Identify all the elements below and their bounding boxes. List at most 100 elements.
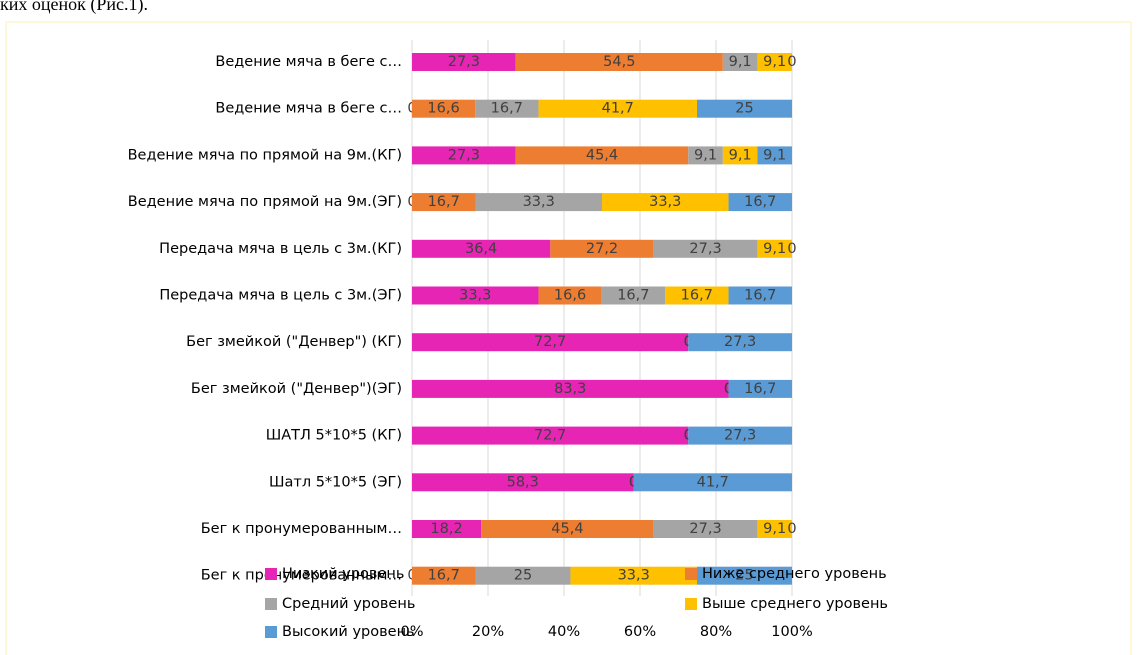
data-label: 54,5	[603, 54, 635, 70]
bar-segment	[538, 99, 697, 118]
data-label: 45,4	[586, 147, 618, 163]
bar-segment	[515, 146, 689, 165]
bar-segment	[757, 520, 792, 538]
legend-label: Ниже среднего уровень	[702, 566, 887, 582]
data-label: 58,3	[507, 474, 539, 490]
legend-swatch	[265, 568, 277, 580]
data-label: 16,7	[744, 381, 776, 397]
y-tick-label: Шатл 5*10*5 (ЭГ)	[269, 474, 402, 490]
bar-segment	[412, 53, 516, 71]
data-label: 41,7	[602, 101, 634, 117]
bar-segment	[757, 53, 792, 71]
data-label: 9,1	[763, 521, 786, 537]
bar-segment	[665, 286, 729, 305]
bar-segment	[757, 239, 792, 258]
data-label: 27,3	[724, 334, 756, 350]
legend-swatch	[685, 568, 697, 580]
legend-label: Низкий уровень	[282, 566, 404, 582]
data-label: 27,3	[689, 241, 721, 257]
legend-label: Выше среднего уровень	[702, 596, 888, 612]
data-label: 9,1	[729, 147, 752, 163]
data-label: 16,7	[428, 194, 460, 210]
bar-segment	[653, 520, 758, 538]
data-label: 9,1	[694, 147, 717, 163]
x-tick-label: 80%	[700, 624, 732, 640]
data-label: 9,1	[763, 147, 786, 163]
data-label: 33,3	[523, 194, 555, 210]
bar-segment	[722, 53, 758, 71]
bar-segment	[475, 193, 602, 212]
data-label: 72,7	[534, 334, 566, 350]
y-tick-label: Ведение мяча по прямой на 9м.(ЭГ)	[128, 194, 402, 210]
bar-segment	[602, 193, 729, 212]
bar-segment	[722, 146, 758, 165]
data-label: 16,7	[744, 194, 776, 210]
data-label: 33,3	[618, 568, 650, 584]
data-label: 25	[514, 568, 532, 584]
data-label: 0	[787, 521, 796, 537]
bar-segment	[412, 426, 689, 445]
bar-segment	[757, 146, 792, 165]
data-label: 27,3	[448, 147, 480, 163]
bar-segment	[475, 99, 539, 118]
bar-segment	[412, 473, 634, 492]
bar-segment	[633, 473, 792, 492]
data-label: 16,6	[554, 288, 586, 304]
bar-segment	[728, 379, 792, 398]
bar-segment	[728, 286, 792, 305]
data-label: 83,3	[554, 381, 586, 397]
data-label: 25	[735, 568, 753, 584]
data-label: 72,7	[534, 428, 566, 444]
legend-swatch	[265, 598, 277, 610]
data-label: 0	[787, 54, 796, 70]
bar-segment	[688, 426, 792, 445]
data-label: 16,7	[491, 101, 523, 117]
bar-segment	[688, 146, 723, 165]
bar-segment	[550, 239, 654, 258]
bar-segment	[412, 146, 516, 165]
bar-segment	[412, 379, 729, 398]
header-text: ких оценок (Рис.1).	[0, 0, 148, 15]
legend-swatch	[265, 626, 277, 638]
bar-segment	[653, 239, 758, 258]
bar-segment	[412, 99, 476, 118]
y-tick-label: Передача мяча в цель с 3м.(КГ)	[159, 241, 402, 257]
x-tick-label: 40%	[548, 624, 580, 640]
x-tick-label: 60%	[624, 624, 656, 640]
data-label: 0	[787, 241, 796, 257]
x-tick-label: 20%	[472, 624, 504, 640]
y-tick-label: ШАТЛ 5*10*5 (КГ)	[266, 428, 402, 444]
y-tick-label: Бег змейкой ("Денвер") (КГ)	[186, 334, 402, 350]
y-tick-label: Передача мяча в цель с 3м.(ЭГ)	[159, 288, 402, 304]
bar-segment	[688, 333, 792, 352]
bar-segment	[412, 286, 539, 305]
bar-segment	[481, 520, 654, 538]
data-label: 16,6	[427, 101, 459, 117]
data-label: 36,4	[465, 241, 497, 257]
x-tick-label: 0%	[400, 624, 423, 640]
data-label: 16,7	[681, 288, 713, 304]
y-tick-label: Ведение мяча по прямой на 9м.(КГ)	[128, 147, 402, 163]
bar-segment	[601, 286, 666, 305]
bar-segment	[412, 193, 476, 212]
bar-segment	[538, 286, 602, 305]
legend-label: Высокий уровень	[282, 624, 415, 640]
data-label: 16,7	[744, 288, 776, 304]
data-label: 41,7	[697, 474, 729, 490]
data-label: 16,7	[428, 568, 460, 584]
data-label: 16,7	[617, 288, 649, 304]
bar-segment	[697, 99, 792, 118]
data-label: 45,4	[551, 521, 583, 537]
bar-segment	[412, 239, 551, 258]
data-label: 33,3	[649, 194, 681, 210]
data-label: 27,3	[724, 428, 756, 444]
bar-segment	[570, 566, 697, 585]
legend-swatch	[685, 598, 697, 610]
legend-label: Средний уровень	[282, 596, 415, 612]
data-label: 33,3	[459, 288, 491, 304]
y-tick-label: Бег к пронумерованным…	[201, 568, 402, 584]
bar-segment	[515, 53, 723, 71]
data-label: 27,2	[586, 241, 618, 257]
data-label: 25	[735, 101, 753, 117]
